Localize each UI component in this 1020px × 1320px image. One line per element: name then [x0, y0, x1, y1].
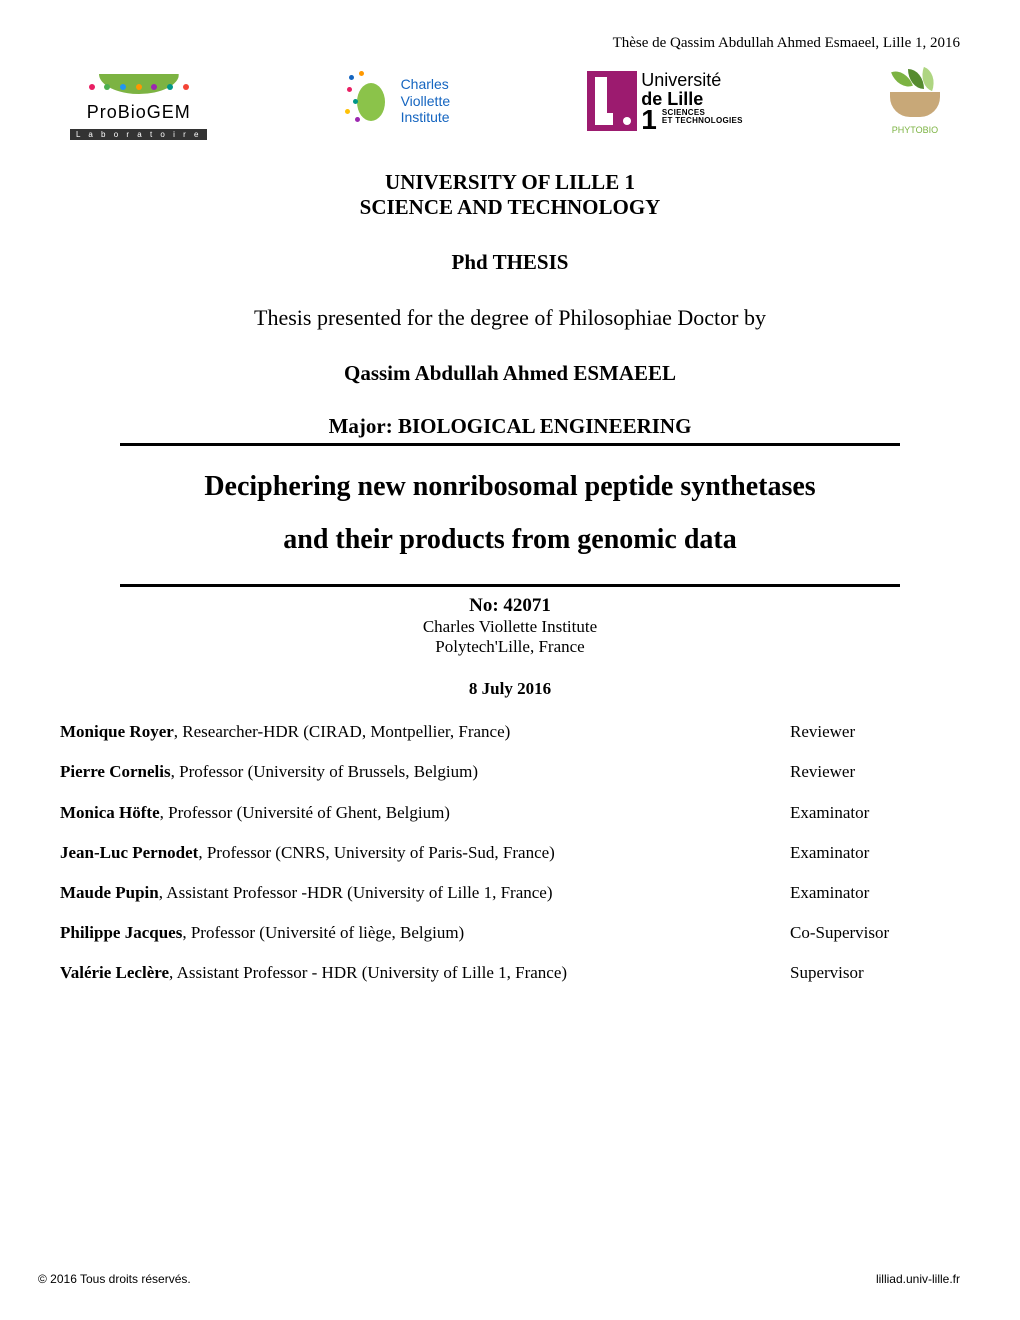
committee-role: Co-Supervisor: [790, 922, 960, 944]
cvi-line3: Institute: [401, 109, 451, 126]
committee-name: Philippe Jacques: [60, 923, 182, 942]
probiogem-logo: ProBioGEM L a b o r a t o i r e: [70, 62, 207, 140]
thesis-number: No: 42071: [60, 595, 960, 617]
footer-copyright: © 2016 Tous droits réservés.: [38, 1272, 191, 1286]
phd-thesis-label: Phd THESIS: [60, 250, 960, 275]
probiogem-icon: [84, 62, 194, 94]
committee-role: Reviewer: [790, 721, 960, 743]
university-line-1: UNIVERSITY OF LILLE 1: [60, 170, 960, 195]
committee-name: Maude Pupin: [60, 883, 159, 902]
lille-one: 1: [641, 109, 657, 131]
lille-sub2: ET TECHNOLOGIES: [662, 117, 743, 125]
date-line: 8 July 2016: [60, 679, 960, 699]
committee-row: Philippe Jacques, Professor (Université …: [60, 922, 960, 944]
probiogem-text: ProBioGEM: [87, 102, 191, 123]
committee-name: Jean-Luc Pernodet: [60, 843, 198, 862]
committee-name: Pierre Cornelis: [60, 762, 171, 781]
cvi-text: Charles Viollette Institute: [401, 76, 451, 126]
committee-name: Valérie Leclère: [60, 963, 169, 982]
committee-role: Examinator: [790, 842, 960, 864]
committee-affiliation: , Professor (Université of liège, Belgiu…: [182, 923, 464, 942]
phytobio-logo: PHYTOBIO: [880, 67, 950, 135]
footer-url: lilliad.univ-lille.fr: [876, 1272, 960, 1286]
committee-role: Supervisor: [790, 962, 960, 984]
committee-row: Monique Royer, Researcher-HDR (CIRAD, Mo…: [60, 721, 960, 743]
committee-row: Monica Höfte, Professor (Université of G…: [60, 802, 960, 824]
committee-row: Maude Pupin, Assistant Professor -HDR (U…: [60, 882, 960, 904]
committee-name: Monique Royer: [60, 722, 174, 741]
lille-logo: Université de Lille 1 SCIENCES ET TECHNO…: [587, 71, 743, 131]
committee-member: Pierre Cornelis, Professor (University o…: [60, 761, 790, 783]
thesis-title-line-1: Deciphering new nonribosomal peptide syn…: [60, 460, 960, 513]
committee-affiliation: , Professor (CNRS, University of Paris-S…: [198, 843, 555, 862]
presented-line: Thesis presented for the degree of Philo…: [60, 305, 960, 331]
committee-affiliation: , Assistant Professor - HDR (University …: [169, 963, 567, 982]
committee-row: Jean-Luc Pernodet, Professor (CNRS, Univ…: [60, 842, 960, 864]
footer: © 2016 Tous droits réservés. lilliad.uni…: [38, 1272, 960, 1286]
university-line-2: SCIENCE AND TECHNOLOGY: [60, 195, 960, 220]
committee-member: Monica Höfte, Professor (Université of G…: [60, 802, 790, 824]
author-name: Qassim Abdullah Ahmed ESMAEEL: [60, 361, 960, 386]
committee-member: Philippe Jacques, Professor (Université …: [60, 922, 790, 944]
committee-affiliation: , Assistant Professor -HDR (University o…: [159, 883, 553, 902]
committee-member: Monique Royer, Researcher-HDR (CIRAD, Mo…: [60, 721, 790, 743]
cvi-line1: Charles: [401, 76, 451, 93]
header-citation: Thèse de Qassim Abdullah Ahmed Esmaeel, …: [60, 35, 960, 52]
lille-line1: Université: [641, 71, 743, 90]
committee-affiliation: , Professor (Université of Ghent, Belgiu…: [160, 803, 450, 822]
lille-l-icon: [587, 71, 637, 131]
lille-text: Université de Lille 1 SCIENCES ET TECHNO…: [641, 71, 743, 131]
committee-member: Jean-Luc Pernodet, Professor (CNRS, Univ…: [60, 842, 790, 864]
committee-member: Maude Pupin, Assistant Professor -HDR (U…: [60, 882, 790, 904]
probiogem-subtext: L a b o r a t o i r e: [70, 129, 207, 140]
phytobio-text: PHYTOBIO: [892, 125, 938, 135]
cvi-icon: [345, 71, 395, 131]
committee-row: Pierre Cornelis, Professor (University o…: [60, 761, 960, 783]
committee-list: Monique Royer, Researcher-HDR (CIRAD, Mo…: [60, 721, 960, 984]
cvi-line2: Viollette: [401, 93, 451, 110]
location-line: Polytech'Lille, France: [60, 637, 960, 657]
committee-role: Reviewer: [790, 761, 960, 783]
institute-line: Charles Viollette Institute: [60, 617, 960, 637]
committee-role: Examinator: [790, 802, 960, 824]
committee-member: Valérie Leclère, Assistant Professor - H…: [60, 962, 790, 984]
logos-row: ProBioGEM L a b o r a t o i r e Charles …: [60, 62, 960, 140]
divider-top: [120, 443, 900, 446]
committee-affiliation: , Researcher-HDR (CIRAD, Montpellier, Fr…: [174, 722, 511, 741]
phytobio-icon: [880, 67, 950, 117]
major-line: Major: BIOLOGICAL ENGINEERING: [60, 414, 960, 439]
committee-affiliation: , Professor (University of Brussels, Bel…: [171, 762, 478, 781]
committee-row: Valérie Leclère, Assistant Professor - H…: [60, 962, 960, 984]
thesis-title-line-2: and their products from genomic data: [60, 513, 960, 566]
cvi-logo: Charles Viollette Institute: [345, 71, 451, 131]
committee-name: Monica Höfte: [60, 803, 160, 822]
committee-role: Examinator: [790, 882, 960, 904]
divider-bottom: [120, 584, 900, 587]
